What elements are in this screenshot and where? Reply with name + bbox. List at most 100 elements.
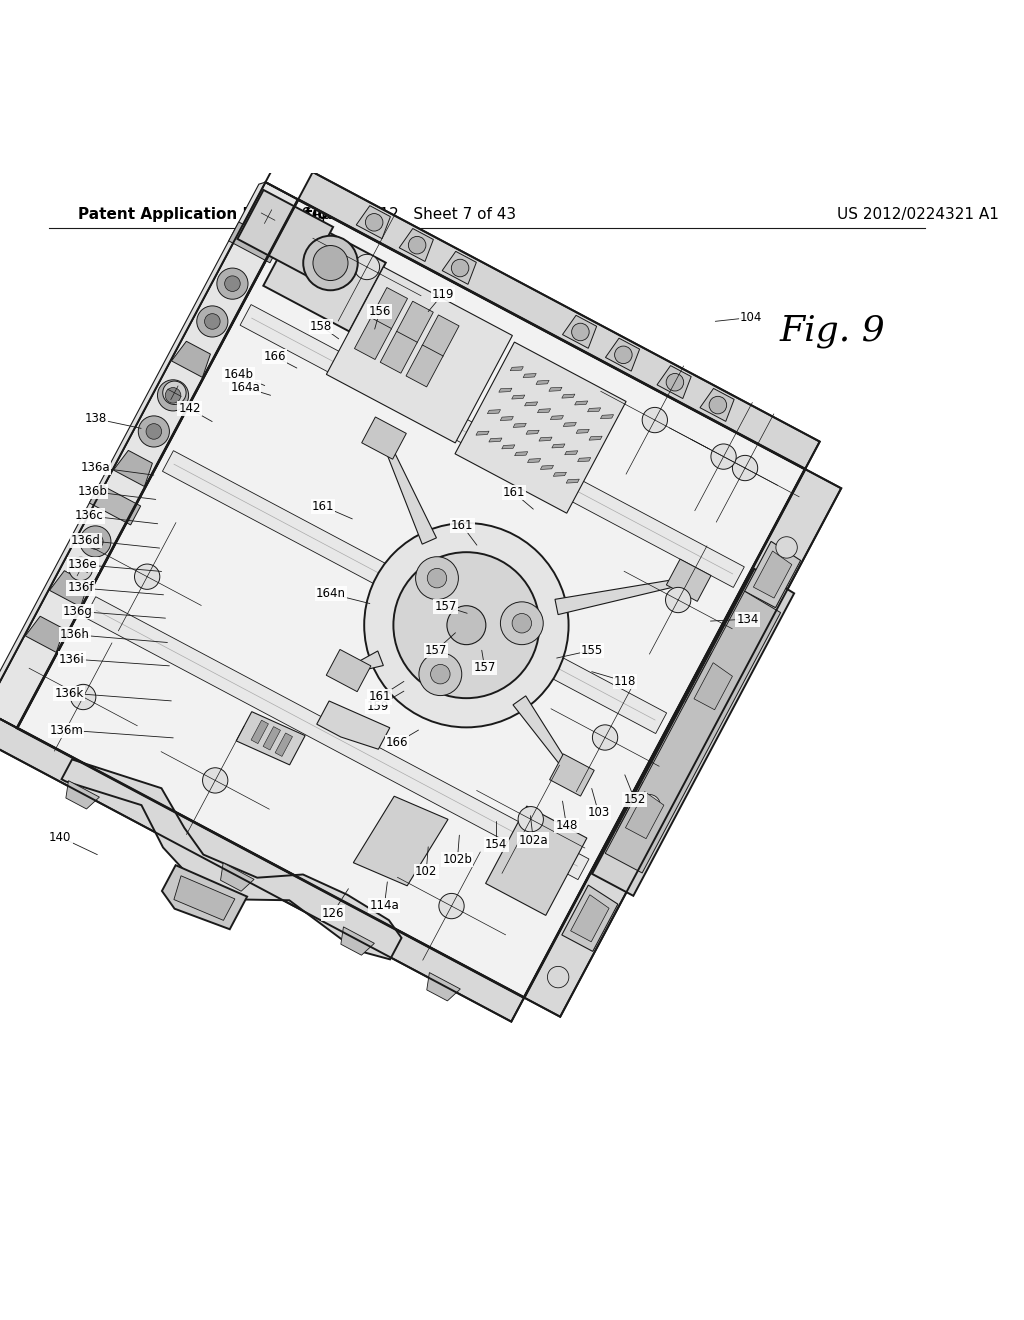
Text: 164b: 164b <box>223 368 254 381</box>
Polygon shape <box>0 182 298 729</box>
Polygon shape <box>353 796 449 886</box>
Text: 102: 102 <box>415 865 437 878</box>
Circle shape <box>69 557 92 581</box>
Polygon shape <box>589 436 602 440</box>
Polygon shape <box>523 374 537 378</box>
Circle shape <box>205 314 220 329</box>
Polygon shape <box>380 331 418 374</box>
Circle shape <box>197 306 228 337</box>
Polygon shape <box>61 759 401 960</box>
Text: 159: 159 <box>367 700 389 713</box>
Text: 118: 118 <box>613 675 636 688</box>
Polygon shape <box>512 395 525 399</box>
Circle shape <box>439 894 464 919</box>
Polygon shape <box>316 701 390 750</box>
Circle shape <box>409 236 426 253</box>
Circle shape <box>518 807 544 832</box>
Circle shape <box>776 537 798 558</box>
Polygon shape <box>407 345 443 387</box>
Polygon shape <box>562 395 574 399</box>
Polygon shape <box>66 780 99 809</box>
Text: 102a: 102a <box>518 833 548 846</box>
Circle shape <box>416 557 459 599</box>
Polygon shape <box>327 267 512 444</box>
Text: 154: 154 <box>485 838 508 851</box>
Polygon shape <box>592 569 795 896</box>
Text: 140: 140 <box>49 830 72 843</box>
Circle shape <box>667 374 684 391</box>
Polygon shape <box>174 875 234 920</box>
Polygon shape <box>536 380 549 384</box>
Circle shape <box>158 380 188 411</box>
Text: 138: 138 <box>84 412 106 425</box>
Polygon shape <box>552 444 565 447</box>
Polygon shape <box>354 318 391 359</box>
Polygon shape <box>553 473 566 477</box>
Circle shape <box>146 424 162 440</box>
Text: Sep. 6, 2012   Sheet 7 of 43: Sep. 6, 2012 Sheet 7 of 43 <box>302 207 516 222</box>
Circle shape <box>512 614 531 634</box>
Text: 148: 148 <box>555 818 578 832</box>
Polygon shape <box>171 342 210 378</box>
Text: 142: 142 <box>178 403 201 416</box>
Polygon shape <box>667 560 711 602</box>
Polygon shape <box>427 973 461 1001</box>
Polygon shape <box>515 451 527 455</box>
Polygon shape <box>700 388 734 421</box>
Polygon shape <box>502 445 515 449</box>
Polygon shape <box>562 886 617 952</box>
Polygon shape <box>26 616 65 652</box>
Text: 136a: 136a <box>81 461 111 474</box>
Polygon shape <box>275 733 293 756</box>
Text: 136i: 136i <box>59 652 85 665</box>
Circle shape <box>614 346 632 363</box>
Polygon shape <box>341 927 375 956</box>
Text: 103: 103 <box>588 807 609 820</box>
Polygon shape <box>488 438 502 442</box>
Polygon shape <box>657 366 691 399</box>
Polygon shape <box>524 401 538 407</box>
Text: 136k: 136k <box>54 686 84 700</box>
Circle shape <box>548 966 569 987</box>
Circle shape <box>393 552 540 698</box>
Polygon shape <box>263 216 386 331</box>
Circle shape <box>71 684 96 710</box>
Circle shape <box>711 444 736 469</box>
Polygon shape <box>361 417 407 459</box>
Polygon shape <box>526 430 540 434</box>
Text: 126: 126 <box>322 907 344 920</box>
Polygon shape <box>49 570 88 607</box>
Circle shape <box>642 408 668 433</box>
Polygon shape <box>228 222 280 263</box>
Polygon shape <box>550 416 563 420</box>
Text: 157: 157 <box>425 644 447 657</box>
Polygon shape <box>600 414 613 418</box>
Polygon shape <box>550 754 594 796</box>
Circle shape <box>571 323 589 341</box>
Polygon shape <box>442 251 476 284</box>
Polygon shape <box>563 422 577 426</box>
Polygon shape <box>298 172 820 469</box>
Text: 158: 158 <box>310 319 333 333</box>
Text: 166: 166 <box>386 737 409 750</box>
Polygon shape <box>263 726 281 750</box>
Text: 157: 157 <box>434 601 457 612</box>
Circle shape <box>452 259 469 277</box>
Polygon shape <box>564 450 578 455</box>
Circle shape <box>501 602 544 644</box>
Circle shape <box>666 587 691 612</box>
Polygon shape <box>555 577 689 615</box>
Polygon shape <box>455 342 626 513</box>
Polygon shape <box>17 199 805 998</box>
Circle shape <box>639 795 660 816</box>
Polygon shape <box>327 649 371 692</box>
Circle shape <box>446 606 485 644</box>
Polygon shape <box>549 387 562 391</box>
Polygon shape <box>371 288 408 330</box>
Polygon shape <box>163 450 667 734</box>
Polygon shape <box>562 315 597 348</box>
Text: 104: 104 <box>740 312 763 323</box>
Circle shape <box>165 388 181 403</box>
Circle shape <box>354 255 380 280</box>
Text: US 2012/0224321 A1: US 2012/0224321 A1 <box>837 207 998 222</box>
